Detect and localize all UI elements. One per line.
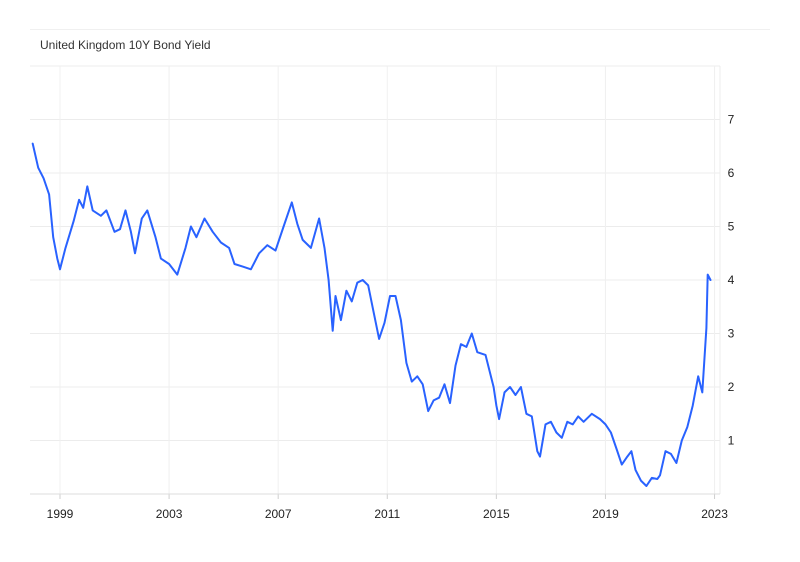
x-tick-label: 2015 bbox=[483, 507, 510, 521]
x-tick-label: 2023 bbox=[701, 507, 728, 521]
y-tick-label: 1 bbox=[728, 434, 735, 448]
y-axis: 1 2 3 4 5 6 7 bbox=[720, 66, 735, 494]
x-tick-label: 2007 bbox=[265, 507, 292, 521]
x-tick-label: 2019 bbox=[592, 507, 619, 521]
x-tick-label: 2003 bbox=[156, 507, 183, 521]
y-tick-label: 3 bbox=[728, 327, 735, 341]
x-axis: 1999 2003 2007 2011 2015 2019 2023 bbox=[30, 494, 728, 521]
x-tick-label: 1999 bbox=[47, 507, 74, 521]
y-gridlines bbox=[30, 66, 720, 441]
y-tick-label: 5 bbox=[728, 220, 735, 234]
series-line bbox=[33, 144, 711, 486]
y-tick-label: 7 bbox=[728, 113, 735, 127]
x-tick-label: 2011 bbox=[374, 507, 400, 521]
y-tick-label: 6 bbox=[728, 166, 735, 180]
y-tick-label: 4 bbox=[728, 273, 735, 287]
chart-title: United Kingdom 10Y Bond Yield bbox=[40, 38, 211, 52]
y-tick-label: 2 bbox=[728, 380, 735, 394]
top-divider bbox=[30, 29, 770, 30]
series-layer bbox=[33, 144, 711, 486]
